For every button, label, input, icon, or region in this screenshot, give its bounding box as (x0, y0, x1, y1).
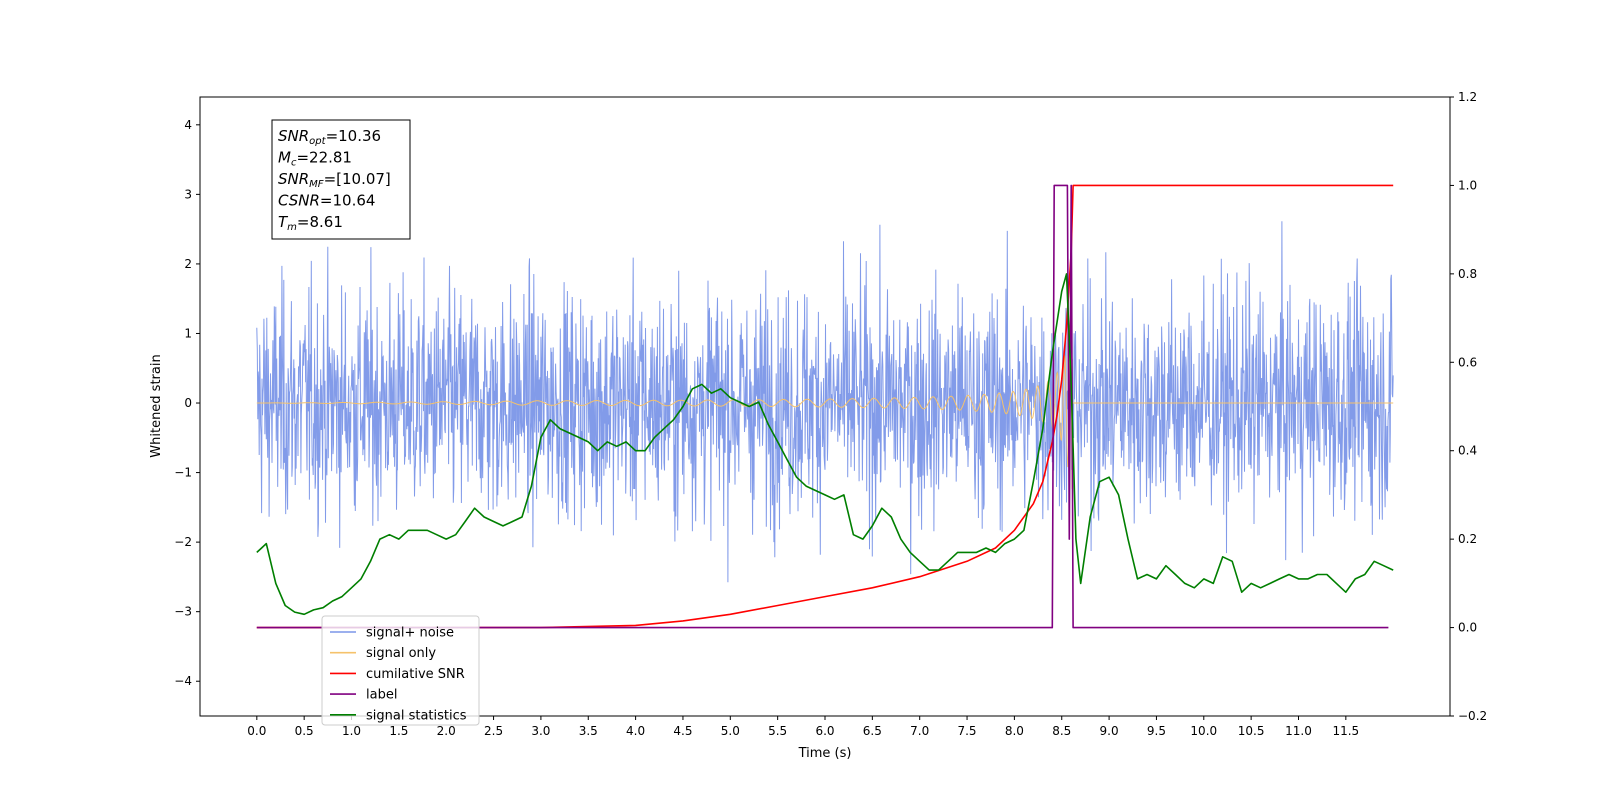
y-left-tick-label: 4 (184, 118, 192, 132)
legend-label: signal only (366, 646, 436, 661)
x-tick-label: 11.0 (1285, 724, 1312, 738)
legend-label: label (366, 688, 397, 703)
x-tick-label: 7.0 (910, 724, 929, 738)
y-left-tick-label: 3 (184, 187, 192, 201)
x-tick-label: 8.0 (1005, 724, 1024, 738)
legend-label: signal+ noise (366, 626, 454, 641)
series-signal-only (256, 306, 1394, 490)
x-tick-label: 3.5 (579, 724, 598, 738)
x-tick-label: 2.0 (437, 724, 456, 738)
x-tick-label: 7.5 (957, 724, 976, 738)
y-right-tick-label: 1.0 (1458, 178, 1477, 192)
legend: signal+ noise signal only cumilative SNR la… (321, 615, 480, 726)
axes-layer: 0.0 0.5 1.0 1.5 2.0 2.5 3.0 3.5 4.0 4.5 5.0 5.5 6.0 6… (174, 90, 1487, 738)
y-right-tick-label: 0.6 (1458, 355, 1477, 369)
y-left-tick-label: 1 (184, 326, 192, 340)
x-tick-label: 10.0 (1190, 724, 1217, 738)
series-label (256, 184, 1389, 629)
annotation-line: CSNR=10.64 (278, 192, 375, 210)
y-left-tick-label: −4 (174, 674, 192, 688)
x-tick-label: 11.5 (1332, 724, 1359, 738)
y-right-tick-label: 0.0 (1458, 621, 1477, 635)
x-tick-label: 10.5 (1238, 724, 1265, 738)
y-right-tick-label: 0.8 (1458, 267, 1477, 281)
y-right-tick-label: 0.2 (1458, 532, 1477, 546)
annotation-line: Mc=22.81 (278, 149, 352, 169)
x-tick-label: 1.0 (342, 724, 361, 738)
x-tick-label: 9.5 (1147, 724, 1166, 738)
x-tick-label: 6.0 (815, 724, 834, 738)
x-tick-label: 0.0 (247, 724, 266, 738)
y-left-tick-label: −1 (174, 466, 192, 480)
x-tick-label: 1.5 (389, 724, 408, 738)
legend-label: cumilative SNR (366, 667, 465, 682)
y-left-tick-label: 2 (184, 257, 192, 271)
x-tick-label: 6.5 (863, 724, 882, 738)
y-left-tick-label: 0 (184, 396, 192, 410)
annotation-line: Tm=8.61 (278, 213, 343, 233)
x-tick-label: 5.5 (768, 724, 787, 738)
x-tick-label: 2.5 (484, 724, 503, 738)
x-tick-label: 4.5 (673, 724, 692, 738)
y-axis-label: Whitened strain (149, 354, 164, 457)
y-right-tick-label: −0.2 (1458, 709, 1487, 723)
y-left-tick-label: −2 (174, 535, 192, 549)
x-tick-label: 0.5 (295, 724, 314, 738)
x-tick-label: 5.0 (721, 724, 740, 738)
series-layer (256, 184, 1394, 629)
y-left-tick-label: −3 (174, 605, 192, 619)
x-axis-label: Time (s) (798, 746, 852, 761)
y-right-tick-label: 0.4 (1458, 444, 1477, 458)
x-tick-label: 4.0 (626, 724, 645, 738)
x-tick-label: 3.0 (531, 724, 550, 738)
y-right-tick-label: 1.2 (1458, 90, 1477, 104)
x-tick-label: 9.0 (1100, 724, 1119, 738)
annotation-line: SNRMF=[10.07] (278, 170, 391, 190)
annotation-line: SNRopt=10.36 (278, 127, 381, 147)
series-signal-statistics (256, 273, 1394, 616)
series-cumulative-snr (256, 184, 1394, 629)
legend-label: signal statistics (366, 708, 467, 723)
series-signal-noise (256, 221, 1394, 583)
x-tick-label: 8.5 (1052, 724, 1071, 738)
